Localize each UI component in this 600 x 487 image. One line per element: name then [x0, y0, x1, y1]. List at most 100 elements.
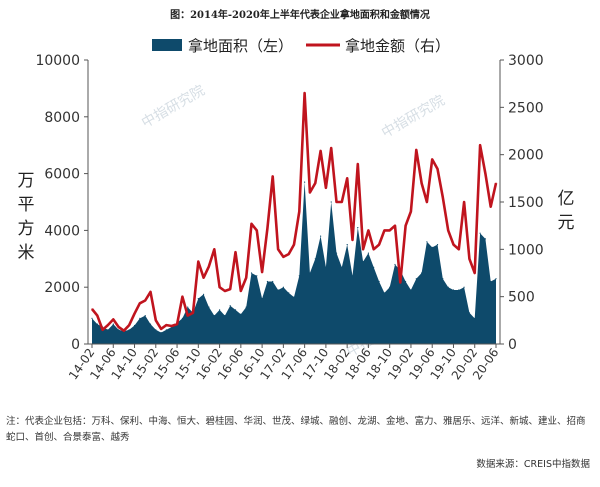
line-data-point	[309, 191, 311, 194]
line-data-point	[468, 258, 470, 260]
line-data-point	[447, 229, 449, 231]
line-data-point	[335, 201, 338, 203]
line-data-point	[415, 149, 417, 151]
series-area-group	[91, 181, 497, 344]
area-data-point	[320, 235, 322, 237]
series-line-group	[90, 91, 498, 333]
area-data-point	[245, 306, 247, 308]
line-data-point	[362, 248, 364, 250]
line-data-point	[320, 150, 322, 152]
line-data-point	[144, 299, 146, 302]
line-data-point	[181, 296, 183, 298]
line-data-point	[490, 206, 492, 208]
y-tick-label-right: 0	[508, 337, 517, 353]
line-data-point	[266, 227, 268, 230]
line-data-point	[431, 158, 433, 160]
y-axis-label-left: 万平方米	[18, 171, 35, 263]
area-data-point	[144, 315, 146, 317]
area-data-point	[330, 201, 332, 203]
line-data-point	[426, 201, 428, 203]
line-data-point	[394, 225, 396, 227]
line-data-point	[277, 248, 279, 250]
area-data-point	[91, 317, 93, 319]
y-ticks-left: 0 2000 4000 6000 8000 10000	[35, 53, 88, 353]
area-data-point	[282, 286, 284, 288]
area-data-point	[128, 329, 130, 331]
chart-title: 图：2014年-2020年上半年代表企业拿地面积和金额情况	[170, 10, 430, 21]
area-data-point	[436, 244, 439, 246]
line-data-point	[346, 177, 348, 179]
area-data-point	[219, 309, 221, 311]
line-data-point	[442, 196, 444, 198]
area-data-point	[362, 261, 364, 263]
y-tick-label-right: 1000	[508, 242, 544, 258]
line-data-point	[452, 244, 455, 246]
line-data-point	[107, 324, 109, 326]
line-data-point	[128, 324, 130, 326]
line-data-point	[160, 328, 162, 330]
area-data-point	[357, 227, 359, 229]
line-data-point	[351, 239, 354, 241]
area-data-point	[389, 286, 391, 288]
line-data-point	[293, 244, 295, 246]
line-data-point	[139, 302, 141, 304]
line-data-point	[240, 290, 242, 292]
line-data-point	[304, 92, 306, 94]
line-data-point	[96, 315, 98, 317]
area-data-point	[335, 252, 338, 254]
line-data-point	[389, 229, 391, 231]
line-data-point	[229, 288, 231, 290]
legend: 拿地面积（左） 拿地金额（右）	[152, 37, 450, 55]
area-data-point	[394, 263, 396, 266]
area-data-point	[452, 289, 455, 291]
area-data-point	[431, 246, 433, 248]
area-data-point	[118, 329, 120, 331]
line-data-point	[261, 271, 263, 273]
area-data-point	[112, 323, 114, 325]
line-data-point	[224, 290, 226, 292]
area-data-point	[309, 272, 311, 274]
area-data-point	[107, 329, 109, 331]
line-data-point	[421, 182, 423, 184]
area-series-fill	[92, 182, 496, 344]
data-source: 数据来源：CREIS中指数据	[476, 459, 590, 470]
y-tick-label-right: 2500	[508, 100, 544, 116]
y-tick-label-left: 2000	[44, 280, 80, 296]
area-data-point	[458, 289, 460, 291]
y-tick-label-right: 1500	[508, 195, 544, 211]
line-data-point	[171, 325, 173, 327]
area-data-point	[346, 244, 348, 246]
area-data-point	[367, 252, 369, 254]
area-data-point	[155, 329, 157, 331]
area-data-point	[234, 309, 237, 311]
y-tick-label-left: 6000	[44, 167, 80, 183]
y-tick-label-right: 2000	[508, 148, 544, 164]
area-data-point	[96, 323, 98, 325]
y-tick-label-left: 8000	[44, 110, 80, 126]
legend-area-label: 拿地面积（左）	[188, 37, 293, 55]
line-data-point	[203, 277, 205, 279]
area-data-point	[378, 280, 380, 283]
area-data-point	[442, 278, 444, 280]
line-data-point	[410, 210, 412, 213]
area-data-point	[447, 286, 449, 288]
area-data-point	[325, 266, 327, 268]
line-data-point	[272, 175, 274, 177]
line-data-point	[288, 253, 290, 255]
line-data-point	[245, 277, 247, 279]
line-data-point	[219, 286, 221, 288]
area-data-point	[490, 280, 492, 283]
area-data-point	[266, 280, 268, 283]
y-tick-label-left: 0	[71, 337, 80, 353]
line-data-point	[484, 173, 486, 175]
line-data-point	[436, 168, 439, 170]
line-data-point	[474, 272, 476, 274]
area-data-point	[495, 278, 497, 280]
line-data-point	[91, 308, 93, 310]
line-data-point	[458, 248, 460, 250]
watermark: 中指研究院	[379, 93, 448, 142]
legend-area-swatch	[152, 39, 182, 51]
y-tick-label-left: 10000	[35, 53, 80, 69]
y-tick-label-left: 4000	[44, 223, 80, 239]
area-data-point	[139, 317, 141, 319]
